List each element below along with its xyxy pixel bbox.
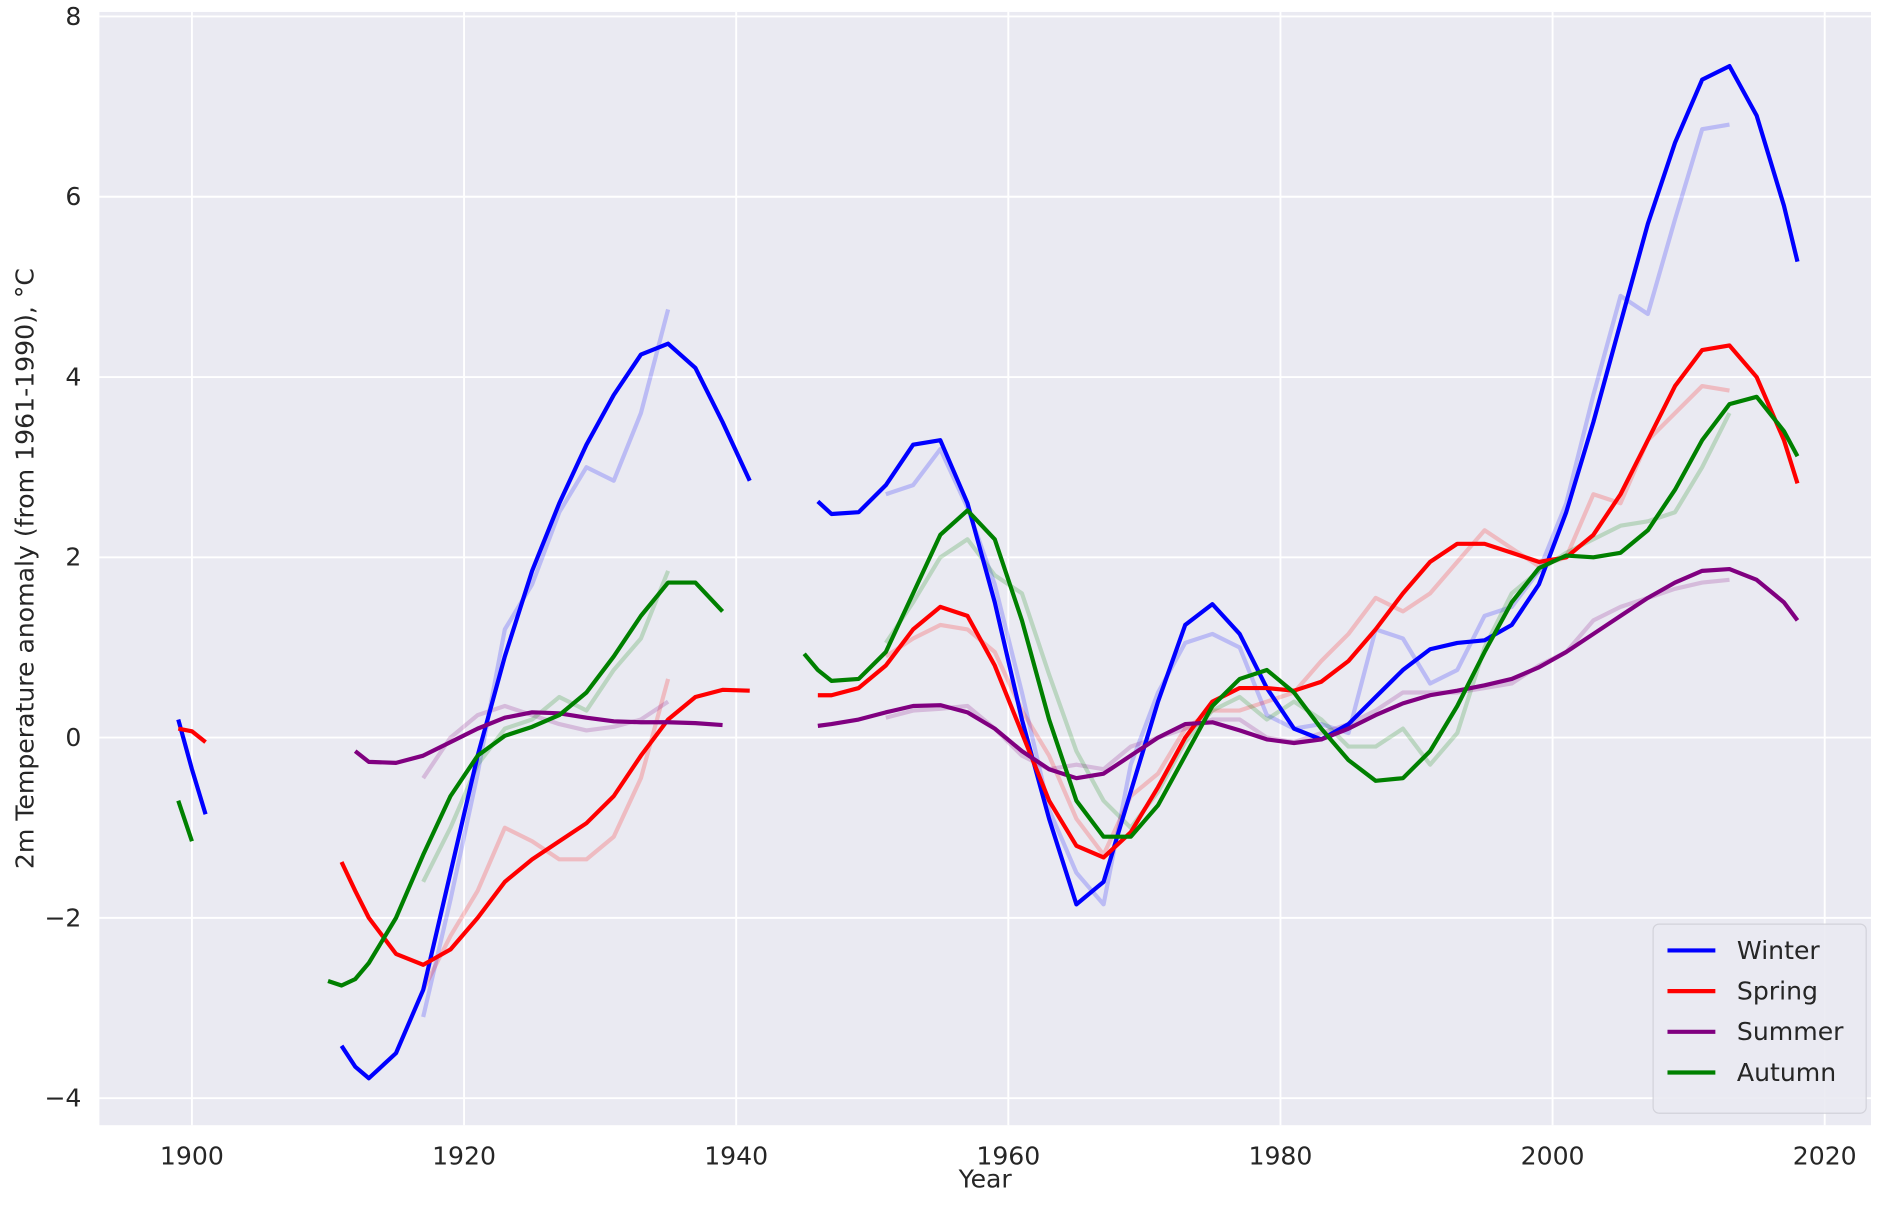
series-line [176,394,1800,988]
y-tick-label: 0 [65,723,81,752]
x-axis-label: Year [958,1164,1013,1193]
legend-label: Winter [1737,936,1821,965]
y-tick-label: 2 [65,543,81,572]
legend-label: Summer [1737,1017,1844,1046]
legend-label: Autumn [1737,1058,1836,1087]
x-tick-label: 1900 [160,1142,224,1171]
x-tick-label: 1920 [432,1142,496,1171]
y-tick-label: 6 [65,182,81,211]
raw-line [421,122,1730,1018]
y-tick-label: 4 [65,362,81,391]
y-tick-label: −4 [44,1084,81,1113]
x-tick-label: 1960 [976,1142,1040,1171]
x-tick-label: 1980 [1248,1142,1312,1171]
x-tick-label: 2000 [1521,1142,1585,1171]
y-axis-label: 2m Temperature anomaly (from 1961-1990),… [11,268,40,869]
series-line [177,343,1800,967]
y-tick-label: 8 [65,2,81,31]
x-tick-label: 1940 [704,1142,768,1171]
series-line [176,63,1800,1081]
legend-label: Spring [1737,977,1818,1006]
x-tick-label: 2020 [1793,1142,1857,1171]
series-line [353,566,1800,781]
legend-box [1652,923,1867,1114]
y-tick-label: −2 [44,903,81,932]
